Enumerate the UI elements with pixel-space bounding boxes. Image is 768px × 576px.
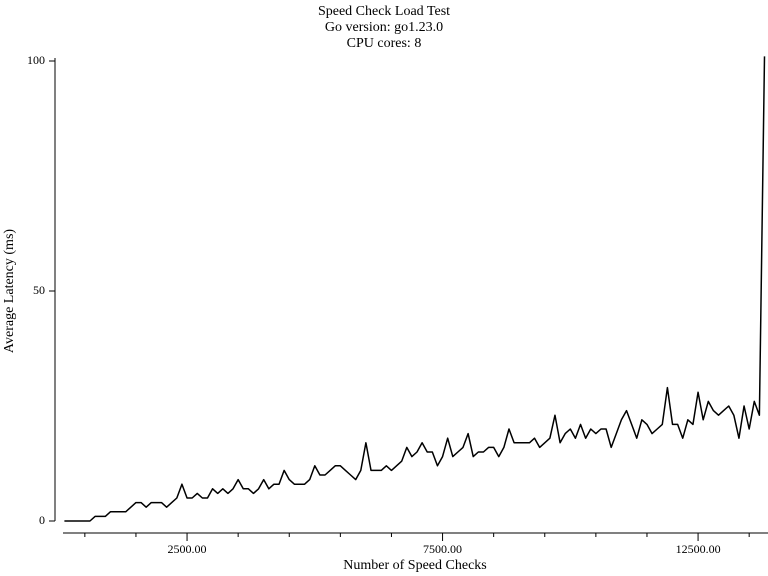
y-tick-label: 50 (33, 283, 45, 297)
y-tick-label: 0 (39, 513, 45, 527)
y-tick-label: 100 (27, 53, 45, 67)
chart-title: Speed Check Load Test (318, 4, 450, 19)
data-line (64, 56, 766, 522)
x-tick-label: 7500.00 (423, 542, 462, 556)
x-tick-label: 12500.00 (676, 542, 721, 556)
chart-subtitle: CPU cores: 8 (347, 36, 422, 51)
x-tick-label: 2500.00 (168, 542, 207, 556)
chart-subtitle: Go version: go1.23.0 (325, 20, 443, 35)
x-axis-label: Number of Speed Checks (343, 558, 486, 573)
y-axis-label: Average Latency (ms) (2, 229, 17, 353)
